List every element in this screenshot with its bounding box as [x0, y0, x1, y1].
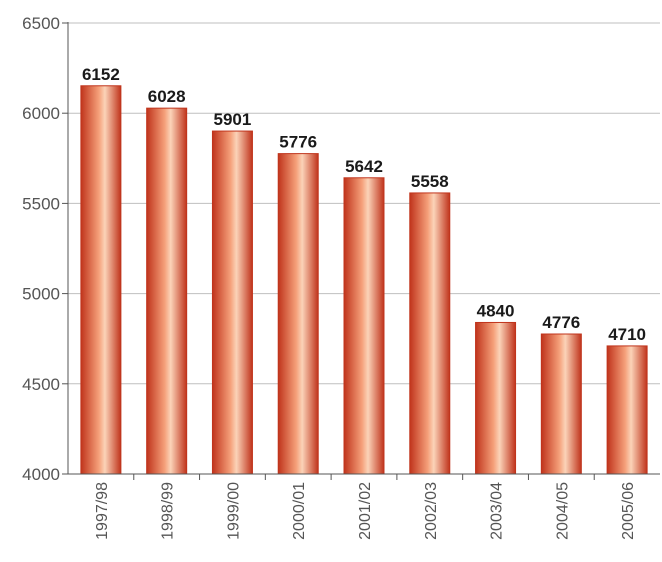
y-tick-label-5500: 5500	[22, 194, 60, 213]
data-label-1998-99: 6028	[148, 87, 186, 106]
data-labels: 6152 6028 5901 5776 5642 5558 4840 4776 4710	[82, 65, 646, 344]
x-category-label-2001-02: 2001/02	[357, 482, 374, 540]
data-label-2002-03: 5558	[411, 172, 449, 191]
data-label-2000-01: 5776	[279, 133, 317, 152]
x-category-label-2002-03: 2002/03	[423, 482, 440, 540]
bar-2000-01	[277, 153, 319, 475]
bar-2005-06	[606, 345, 648, 475]
bar-2002-03	[409, 192, 451, 475]
y-tick-label-6000: 6000	[22, 104, 60, 123]
x-category-label-2000-01: 2000/01	[291, 482, 308, 540]
bars	[80, 85, 648, 475]
bar-2004-05	[540, 333, 582, 475]
x-category-label-1997-98: 1997/98	[94, 482, 111, 540]
x-axis-categories: 1997/98 1998/99 1999/00 2000/01 2001/02 2002/…	[94, 474, 637, 540]
bar-1999-00	[211, 130, 253, 475]
data-label-2001-02: 5642	[345, 157, 383, 176]
x-category-label-2003-04: 2003/04	[489, 482, 506, 540]
x-category-label-2004-05: 2004/05	[554, 482, 571, 540]
data-label-2003-04: 4840	[477, 301, 515, 320]
bar-1998-99	[146, 107, 188, 475]
data-label-1997-98: 6152	[82, 65, 120, 84]
data-label-2004-05: 4776	[542, 313, 580, 332]
y-tick-label-4000: 4000	[22, 465, 60, 484]
x-category-label-2005-06: 2005/06	[620, 482, 637, 540]
y-tick-label-6500: 6500	[22, 14, 60, 33]
data-label-1999-00: 5901	[214, 110, 252, 129]
bar-2001-02	[343, 177, 385, 475]
bar-1997-98	[80, 85, 122, 475]
y-axis-ticks: 4000 4500 5000 5500 6000 6500	[22, 14, 68, 484]
data-label-2005-06: 4710	[608, 325, 646, 344]
x-category-label-1999-00: 1999/00	[225, 482, 242, 540]
bar-2003-04	[475, 321, 517, 475]
y-tick-label-5000: 5000	[22, 285, 60, 304]
y-tick-label-4500: 4500	[22, 375, 60, 394]
x-category-label-1998-99: 1998/99	[160, 482, 177, 540]
